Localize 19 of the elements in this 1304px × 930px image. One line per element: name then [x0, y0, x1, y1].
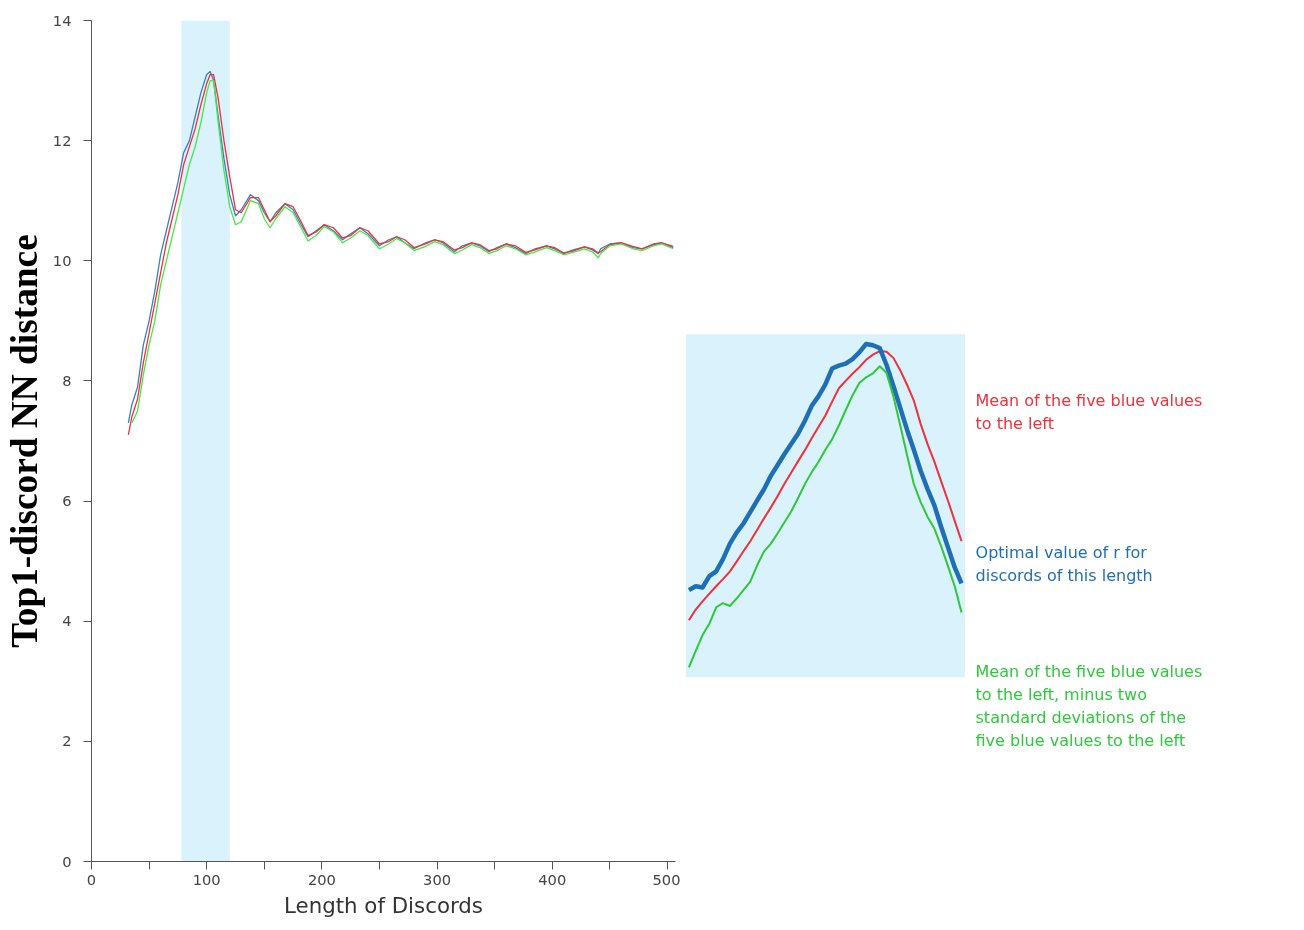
y-tick-label: 0: [62, 852, 72, 870]
text: Mean of the five blue values to the left, minus two standard deviations of the five blue values to the left: [975, 662, 1203, 750]
y-tick-label: 12: [52, 131, 72, 149]
y-tick-label: 10: [52, 251, 72, 269]
y-tick-label: 4: [62, 612, 72, 630]
text: Mean of the five blue values to the left: [975, 391, 1203, 434]
x-tick-label: 300: [423, 870, 452, 888]
y-tick-label: 8: [62, 371, 72, 389]
y-axis-title: Top1-discord NN distance: [3, 234, 45, 648]
x-axis-title: Length of Discords: [284, 892, 483, 918]
x-tick-label: 500: [652, 870, 681, 888]
x-tick-label: 100: [192, 870, 221, 888]
x-tick-label: 400: [538, 870, 567, 888]
x-tick-label: 200: [307, 870, 336, 888]
x-tick-label: 0: [86, 870, 97, 888]
y-tick-label: 2: [62, 732, 72, 750]
y-tick-label: 6: [62, 492, 72, 510]
series-label: Optimal value of r for discords of this length: [975, 543, 1153, 586]
y-tick-label: 14: [52, 11, 72, 29]
